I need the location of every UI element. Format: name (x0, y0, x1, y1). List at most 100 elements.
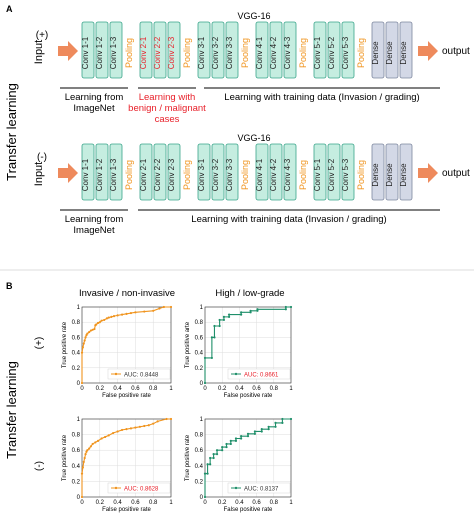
roc-point (84, 453, 87, 456)
roc-point (274, 425, 277, 428)
dense-layer-label: Dense (385, 41, 394, 65)
roc-point (246, 432, 250, 435)
roc-point (284, 305, 287, 309)
dense-layer-label: Dense (371, 163, 380, 187)
bracket-caption: ImageNet (73, 225, 115, 236)
conv-layer-label: Conv 1-3 (109, 158, 118, 191)
roc-point (234, 437, 238, 440)
y-axis-label: True positive arte (185, 321, 191, 368)
roc-point (100, 319, 103, 322)
bracket-caption: Learning with training data (Invasion / … (191, 214, 386, 225)
roc-point (253, 430, 256, 433)
roc-point (260, 428, 263, 431)
conv-layer-label: Conv 4-1 (255, 158, 264, 191)
y-tick-label: 0 (77, 495, 81, 501)
row-sign: (-) (34, 461, 45, 471)
dense-layer-box (385, 143, 399, 201)
conv-layer-label: Conv 1-3 (109, 36, 118, 69)
roc-point (222, 318, 226, 322)
roc-point (240, 311, 243, 314)
roc-point (98, 321, 101, 324)
input-label: Input (33, 40, 45, 64)
roc-point (249, 309, 252, 312)
legend-marker (234, 486, 238, 490)
pooling-label: Pooling (240, 38, 250, 68)
row-sign: (-) (37, 152, 47, 163)
bracket-caption: benign / malignant (128, 103, 206, 114)
roc-point (206, 463, 209, 466)
conv-layer-box (313, 143, 327, 201)
roc-plot-1: 0 0.2 0.4 0.6 0.8 1 0 0.2 0.4 0.6 0.8 1 False positi… (62, 305, 173, 399)
col-title-grade: High / low-grade (215, 288, 284, 299)
conv-layer-label: Conv 2-3 (167, 36, 176, 69)
conv-layer-box (109, 21, 123, 79)
x-tick-label: 0.4 (113, 386, 122, 392)
roc-point (147, 424, 150, 427)
x-tick-label: 0.8 (270, 386, 279, 392)
x-tick-label: 0.2 (218, 500, 227, 506)
roc-point (234, 439, 238, 442)
roc-point (104, 435, 107, 439)
network-row-plus: VGG-16 (+)Input Conv 1-1 Conv 1-2 Conv 1-3 Po… (33, 11, 470, 125)
roc-point (152, 309, 155, 312)
conv-layer-label: Conv 5-2 (327, 36, 336, 69)
roc-point (129, 311, 133, 315)
conv-layer-box (255, 21, 269, 79)
pooling-label: Pooling (124, 38, 134, 68)
roc-point (284, 308, 287, 311)
roc-point (206, 472, 209, 475)
legend-box (107, 482, 171, 494)
conv-layer-box (283, 21, 297, 79)
output-arrow-icon (418, 163, 438, 183)
conv-layer-box (327, 21, 341, 79)
conv-layer-box (211, 143, 225, 201)
conv-layer-label: Conv 3-2 (211, 158, 220, 191)
conv-layer-label: Conv 2-1 (139, 158, 148, 191)
y-tick-label: 0.2 (72, 366, 81, 372)
y-tick-label: 0.8 (195, 320, 204, 326)
legend-box (227, 482, 291, 494)
conv-layer-label: Conv 3-3 (225, 36, 234, 69)
x-tick-label: 0.4 (235, 386, 244, 392)
y-tick-label: 0.4 (195, 464, 204, 470)
roc-point (218, 318, 221, 322)
roc-point (110, 315, 113, 318)
roc-plot-4: 0 0.2 0.4 0.6 0.8 1 0 0.2 0.4 0.6 0.8 1 False positi… (185, 417, 293, 513)
y-axis-label: True positive rate (62, 434, 68, 481)
roc-point (116, 430, 119, 433)
conv-layer-label: Conv 5-1 (313, 158, 322, 191)
roc-point (209, 456, 212, 460)
roc-point (253, 432, 256, 435)
pooling-label: Pooling (298, 38, 308, 68)
x-tick-label: 0.6 (131, 500, 140, 506)
conv-layer-box (153, 143, 167, 201)
x-axis-label: False positive rate (224, 507, 273, 513)
conv-layer-label: Conv 4-3 (283, 36, 292, 69)
conv-layer-box (109, 143, 123, 201)
conv-layer-label: Conv 4-1 (255, 36, 264, 69)
vgg16-title: VGG-16 (237, 11, 270, 21)
roc-point (80, 472, 84, 475)
roc-point (129, 427, 133, 430)
y-tick-label: 0.4 (72, 351, 81, 357)
conv-layer-box (341, 21, 355, 79)
roc-point (81, 466, 84, 469)
roc-point (169, 305, 173, 309)
roc-point (83, 339, 86, 342)
roc-point (138, 425, 141, 428)
conv-layer-label: Conv 1-1 (81, 158, 90, 191)
roc-point (88, 447, 91, 450)
roc-point (218, 324, 221, 328)
roc-point (212, 453, 215, 456)
plot-frame (81, 306, 172, 384)
x-tick-label: 0.4 (235, 500, 244, 506)
conv-layer-label: Conv 1-2 (95, 158, 104, 191)
roc-point (222, 315, 226, 318)
conv-layer-label: Conv 2-2 (153, 36, 162, 69)
dense-layer-box (371, 21, 385, 79)
conv-layer-box (81, 21, 95, 79)
pooling-label: Pooling (298, 160, 308, 190)
col-title-invasive: Invasive / non-invasive (79, 288, 175, 299)
y-tick-label: 0.8 (195, 433, 204, 439)
